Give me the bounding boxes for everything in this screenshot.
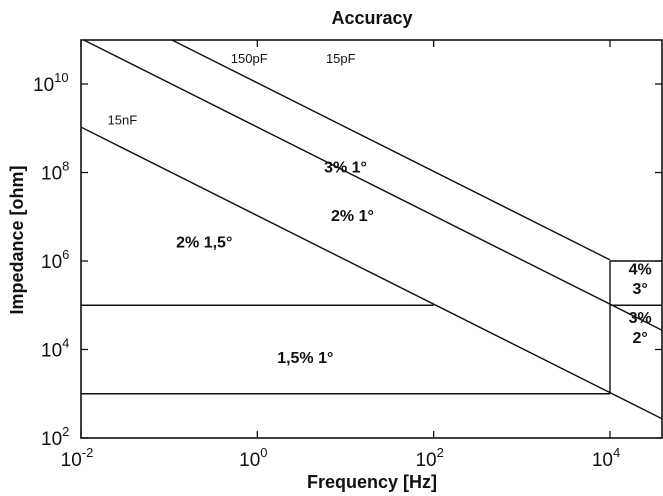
y-tick-label: 108 <box>41 159 69 185</box>
series-line-15nF <box>81 126 662 420</box>
y-tick-label: 1010 <box>33 70 69 96</box>
series-label-15nF: 15nF <box>108 113 138 128</box>
y-tick-label: 106 <box>41 247 69 273</box>
series-label-150pF: 150pF <box>231 51 268 66</box>
series-line-150pF <box>82 40 662 332</box>
region-label: 2% 1° <box>331 208 374 225</box>
plot-area: 10-2 100 102 104 102 104 106 108 1010 15pF 150pF 15… <box>33 39 663 471</box>
region-label: 1,5% 1° <box>277 350 333 367</box>
region-label: 3° <box>633 281 648 298</box>
x-tick-label: 104 <box>592 445 620 471</box>
series-label-15pF: 15pF <box>326 51 356 66</box>
region-label: 2° <box>633 330 648 347</box>
plot-frame <box>80 39 663 439</box>
y-tick-label: 102 <box>41 424 69 450</box>
chart-title: Accuracy <box>331 8 412 28</box>
y-tick-label: 104 <box>41 336 69 362</box>
data-lines <box>81 40 662 420</box>
region-label: 4% <box>629 261 652 278</box>
region-label: 3% 1° <box>324 160 367 177</box>
x-tick-label: 102 <box>415 445 443 471</box>
y-axis-label: Impedance [ohm] <box>7 165 27 314</box>
series-line-15pF <box>170 40 611 261</box>
region-label: 3% <box>629 310 652 327</box>
x-axis-label: Frequency [Hz] <box>307 472 437 492</box>
x-tick-label: 10-2 <box>61 445 94 471</box>
x-tick-label: 100 <box>239 445 267 471</box>
region-label: 2% 1,5° <box>176 235 232 252</box>
